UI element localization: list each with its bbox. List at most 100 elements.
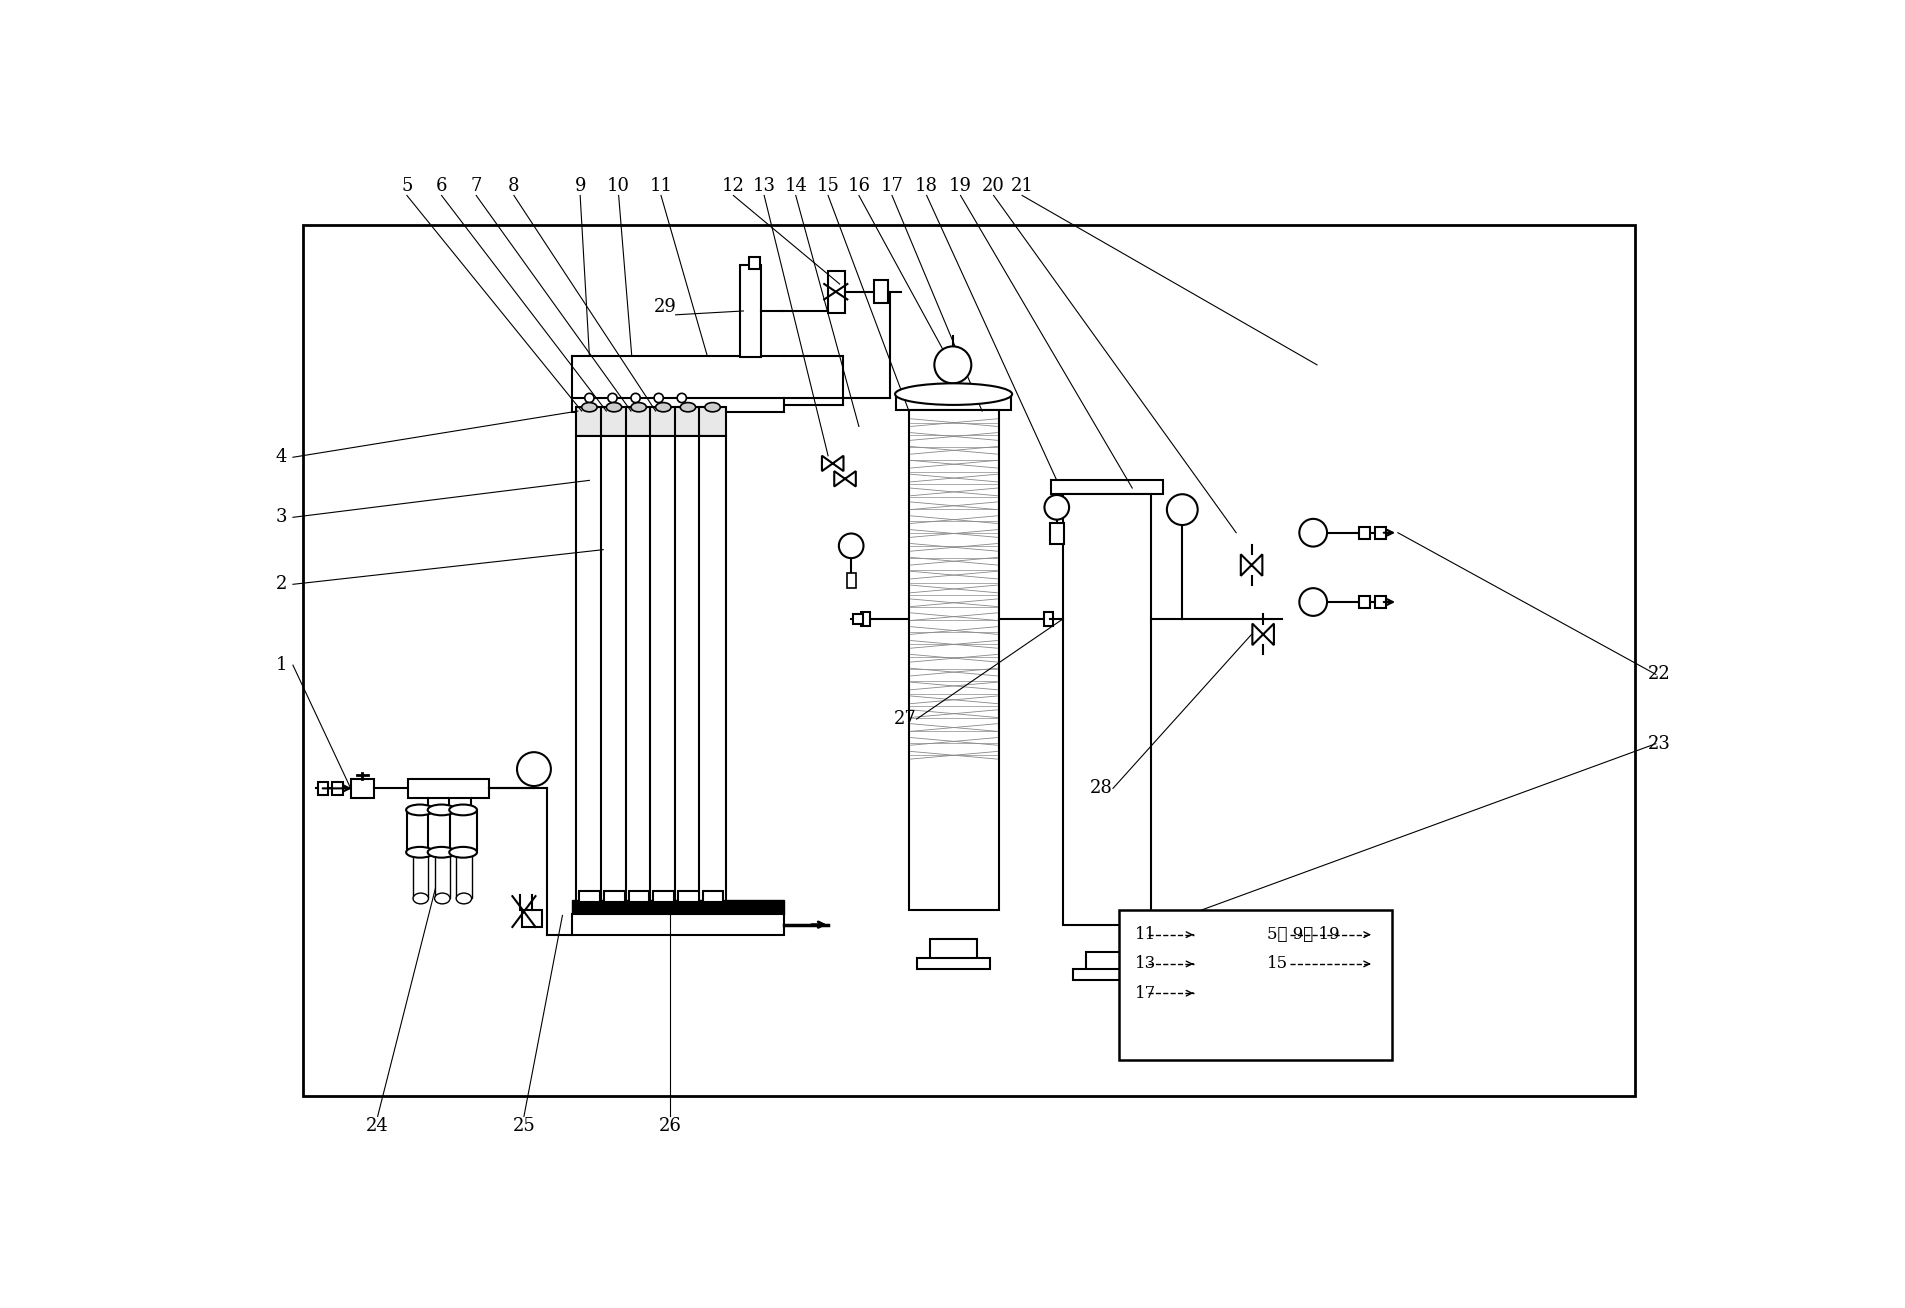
Bar (930, 939, 977, 960)
Bar (331, 782, 343, 794)
Text: 15: 15 (817, 177, 840, 195)
Circle shape (631, 394, 640, 403)
Ellipse shape (429, 846, 455, 858)
Ellipse shape (450, 804, 476, 815)
Bar (739, 264, 762, 357)
Text: 7: 7 (471, 177, 482, 195)
Polygon shape (1252, 624, 1274, 645)
Circle shape (1299, 589, 1328, 616)
Bar (629, 891, 650, 901)
Text: 14: 14 (785, 177, 808, 195)
Bar (1360, 596, 1370, 608)
Text: 25: 25 (512, 1117, 535, 1134)
Bar (1375, 596, 1385, 608)
Bar (572, 398, 785, 412)
Text: 15: 15 (1267, 955, 1288, 972)
Text: 13: 13 (1135, 955, 1156, 972)
Bar (1073, 969, 1139, 980)
Polygon shape (821, 455, 844, 471)
Bar (829, 271, 846, 314)
Text: 19: 19 (949, 177, 972, 195)
Text: 8: 8 (509, 177, 520, 195)
Bar (577, 437, 604, 906)
Circle shape (1168, 494, 1198, 525)
Ellipse shape (406, 846, 434, 858)
Bar (895, 394, 1012, 409)
Text: 11: 11 (650, 177, 672, 195)
Bar (749, 258, 760, 268)
Text: 13: 13 (752, 177, 775, 195)
Bar (579, 891, 600, 901)
Text: 1: 1 (276, 657, 288, 674)
Text: 28: 28 (1090, 780, 1113, 798)
Bar (1375, 527, 1385, 539)
Circle shape (1299, 519, 1328, 547)
Ellipse shape (455, 893, 472, 904)
Ellipse shape (450, 846, 476, 858)
Bar (1050, 523, 1063, 544)
Bar (577, 407, 604, 437)
Bar (909, 409, 998, 910)
Bar (429, 810, 455, 853)
Bar (455, 853, 472, 899)
Bar (303, 225, 1634, 1096)
Bar (653, 891, 674, 901)
Bar (678, 891, 699, 901)
Bar (572, 900, 785, 914)
Bar (318, 782, 328, 794)
Text: 24: 24 (366, 1117, 389, 1134)
Text: 16: 16 (848, 177, 871, 195)
Bar (604, 891, 625, 901)
Text: 5、 9、 19: 5、 9、 19 (1267, 926, 1339, 943)
Ellipse shape (705, 403, 720, 412)
Ellipse shape (434, 893, 450, 904)
Ellipse shape (655, 403, 671, 412)
Text: 17: 17 (1135, 985, 1156, 1002)
Ellipse shape (606, 403, 621, 412)
Text: 20: 20 (983, 177, 1006, 195)
Ellipse shape (631, 403, 646, 412)
Ellipse shape (413, 893, 429, 904)
Ellipse shape (895, 383, 1012, 405)
Bar (916, 957, 991, 968)
Text: 12: 12 (722, 177, 745, 195)
Text: 22: 22 (1648, 666, 1671, 683)
Bar (351, 780, 373, 798)
Circle shape (933, 347, 972, 383)
Text: 23: 23 (1648, 735, 1671, 752)
Bar (434, 853, 450, 899)
Text: 18: 18 (914, 177, 937, 195)
Text: 21: 21 (1012, 177, 1034, 195)
Bar (699, 437, 726, 906)
Text: 11: 11 (1135, 926, 1156, 943)
Bar (699, 407, 726, 437)
Bar (625, 407, 653, 437)
Bar (674, 407, 701, 437)
Bar (650, 437, 676, 906)
Bar (600, 407, 629, 437)
Bar (522, 910, 541, 927)
Text: 29: 29 (653, 298, 676, 317)
Ellipse shape (581, 403, 596, 412)
Bar (625, 437, 653, 906)
Bar (408, 810, 434, 853)
Text: 9: 9 (575, 177, 587, 195)
Bar (600, 437, 629, 906)
Circle shape (838, 534, 863, 559)
Bar (1360, 527, 1370, 539)
Circle shape (1044, 494, 1069, 519)
Bar (450, 810, 476, 853)
Bar (1086, 952, 1128, 971)
Circle shape (585, 394, 594, 403)
Polygon shape (834, 471, 855, 487)
Ellipse shape (680, 403, 695, 412)
Text: 17: 17 (880, 177, 903, 195)
Text: 5: 5 (402, 177, 413, 195)
Bar (1118, 910, 1393, 1061)
Bar (861, 612, 871, 627)
Bar (413, 853, 429, 899)
Circle shape (516, 752, 551, 786)
Circle shape (676, 394, 686, 403)
Ellipse shape (406, 804, 434, 815)
Text: 3: 3 (276, 509, 288, 526)
